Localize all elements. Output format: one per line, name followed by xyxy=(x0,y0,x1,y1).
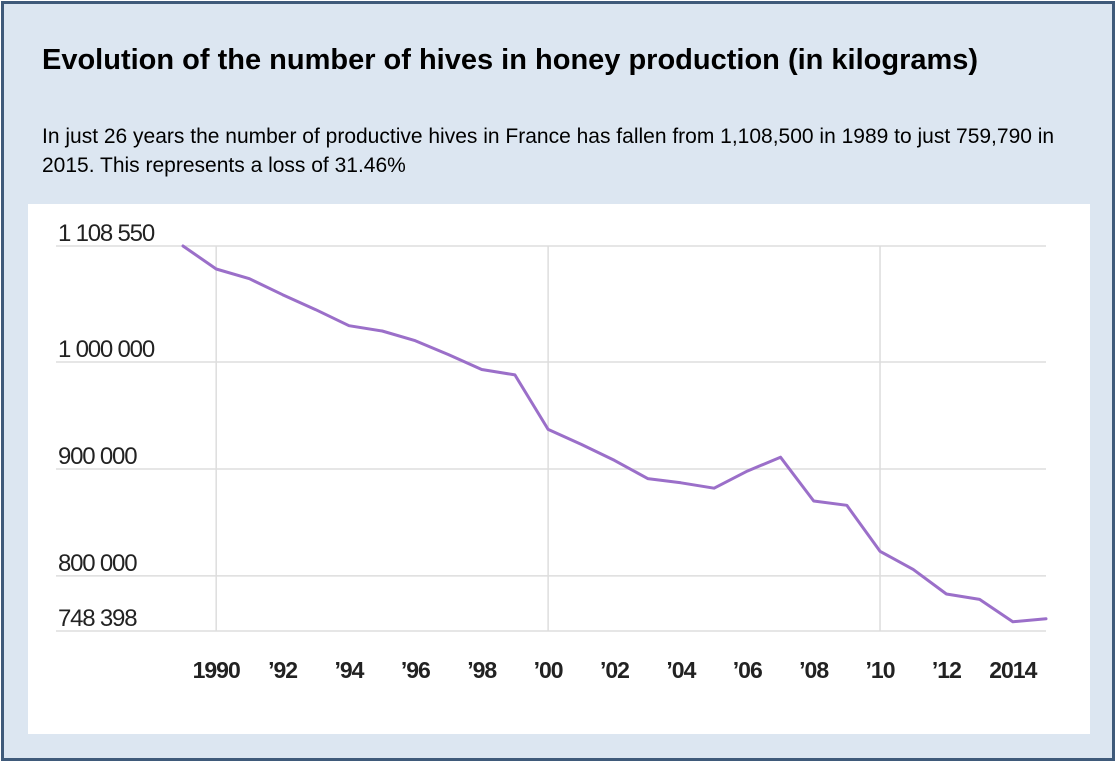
data-point xyxy=(314,308,317,311)
x-tick-label: 1990 xyxy=(193,657,240,683)
x-tick-label: 2014 xyxy=(989,657,1037,683)
data-point xyxy=(447,353,450,356)
x-tick-label: ’02 xyxy=(600,657,629,683)
data-point xyxy=(580,443,583,446)
y-tick-label: 1 000 000 xyxy=(58,336,155,363)
y-tick-label: 900 000 xyxy=(58,443,137,470)
chart-subtitle: In just 26 years the number of productiv… xyxy=(42,125,1055,177)
data-point xyxy=(347,324,350,327)
data-point xyxy=(713,487,716,490)
data-point xyxy=(879,550,882,553)
x-tick-label: ’06 xyxy=(733,657,762,683)
x-tick-label: ’00 xyxy=(534,657,563,683)
data-point xyxy=(281,293,284,296)
data-point xyxy=(215,268,218,271)
data-point xyxy=(978,598,981,601)
data-point xyxy=(646,477,649,480)
x-tick-label: ’98 xyxy=(467,657,497,683)
data-point xyxy=(248,277,251,280)
data-point xyxy=(1011,620,1014,623)
data-point xyxy=(912,568,915,571)
series-line xyxy=(181,244,1048,624)
data-point xyxy=(679,481,682,484)
data-point xyxy=(513,373,516,376)
data-point xyxy=(1045,617,1048,620)
data-point xyxy=(182,245,185,248)
data-point xyxy=(779,456,782,459)
data-point xyxy=(746,470,749,473)
x-tick-label: ’10 xyxy=(866,657,895,683)
data-point xyxy=(945,593,948,596)
data-point xyxy=(480,368,483,371)
x-tick-label: ’04 xyxy=(666,657,696,683)
data-point xyxy=(547,428,550,431)
data-point xyxy=(845,504,848,507)
x-tick-label: ’12 xyxy=(932,657,961,683)
x-tick-label: ’94 xyxy=(334,657,364,683)
data-point xyxy=(381,330,384,333)
x-tick-label: ’08 xyxy=(799,657,829,683)
data-point xyxy=(812,500,815,503)
x-tick-label: ’96 xyxy=(401,657,430,683)
x-tick-label: ’92 xyxy=(268,657,297,683)
data-point xyxy=(414,339,417,342)
y-tick-label: 1 108 550 xyxy=(58,220,155,247)
line-chart: 1 108 550 1 000 000 900 000 800 000 748 398 1… xyxy=(56,220,1048,683)
y-tick-label: 800 000 xyxy=(58,550,137,577)
data-point xyxy=(613,459,616,462)
plot-area: 1 108 550 1 000 000 900 000 800 000 748 398 1… xyxy=(28,204,1090,734)
y-tick-label: 748 398 xyxy=(58,605,137,632)
chart-title: Evolution of the number of hives in hone… xyxy=(42,44,979,76)
